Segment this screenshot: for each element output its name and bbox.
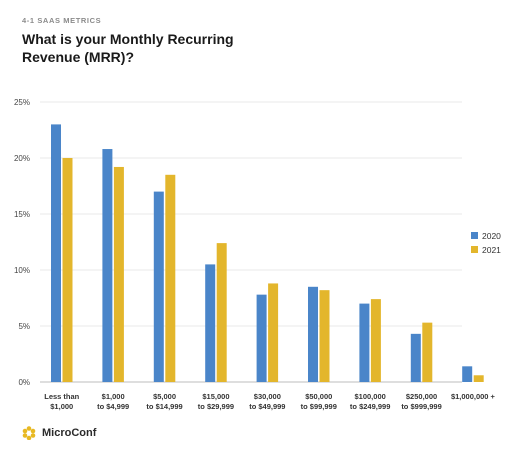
bar-2021 xyxy=(370,299,381,382)
section-eyebrow: 4-1 SAAS METRICS xyxy=(22,16,102,25)
x-tick-label: Less than $1,000 xyxy=(44,392,79,411)
bar-2021 xyxy=(319,290,330,382)
legend-label-2020: 2020 xyxy=(482,231,501,241)
legend-swatch-2020 xyxy=(471,232,478,239)
x-tick-label: $50,000 to $99,999 xyxy=(301,392,337,411)
y-tick-label: 15% xyxy=(14,210,30,219)
bar-2021 xyxy=(422,322,433,382)
x-tick-label: $1,000,000 + xyxy=(451,392,496,401)
bar-2020 xyxy=(308,286,318,382)
bar-2021 xyxy=(62,158,73,382)
y-tick-label: 0% xyxy=(18,378,30,387)
x-tick-label: $100,000 to $249,999 xyxy=(350,392,390,411)
chart-title: What is your Monthly Recurring Revenue (… xyxy=(22,31,234,65)
bar-2020 xyxy=(51,124,61,383)
bar-2020 xyxy=(410,333,421,382)
x-tick-label: $30,000 to $49,999 xyxy=(249,392,285,411)
bar-2020 xyxy=(205,264,216,382)
brand-name: MicroConf xyxy=(42,427,97,439)
bar-2020 xyxy=(359,303,370,382)
y-tick-label: 10% xyxy=(14,266,30,275)
y-tick-label: 20% xyxy=(14,154,30,163)
bar-2021 xyxy=(473,375,484,382)
x-tick-label: $250,000 to $999,999 xyxy=(401,392,441,411)
legend-swatch-2021 xyxy=(471,246,478,253)
bar-2020 xyxy=(102,149,113,382)
legend-label-2021: 2021 xyxy=(482,245,501,255)
y-tick-label: 5% xyxy=(18,322,30,331)
bar-2021 xyxy=(216,243,227,382)
brand-footer: MicroConf xyxy=(22,426,96,440)
x-tick-label: $15,000 to $29,999 xyxy=(198,392,234,411)
y-tick-label: 25% xyxy=(14,98,30,107)
microconf-logo-icon xyxy=(22,426,36,440)
x-tick-label: $5,000 to $14,999 xyxy=(146,392,182,411)
x-tick-label: $1,000 to $4,999 xyxy=(97,392,129,411)
bar-2020 xyxy=(153,191,164,382)
bar-2021 xyxy=(165,174,176,382)
bar-2020 xyxy=(462,366,473,382)
bar-2021 xyxy=(113,166,124,382)
bar-2021 xyxy=(268,283,279,382)
bar-2020 xyxy=(256,294,267,382)
